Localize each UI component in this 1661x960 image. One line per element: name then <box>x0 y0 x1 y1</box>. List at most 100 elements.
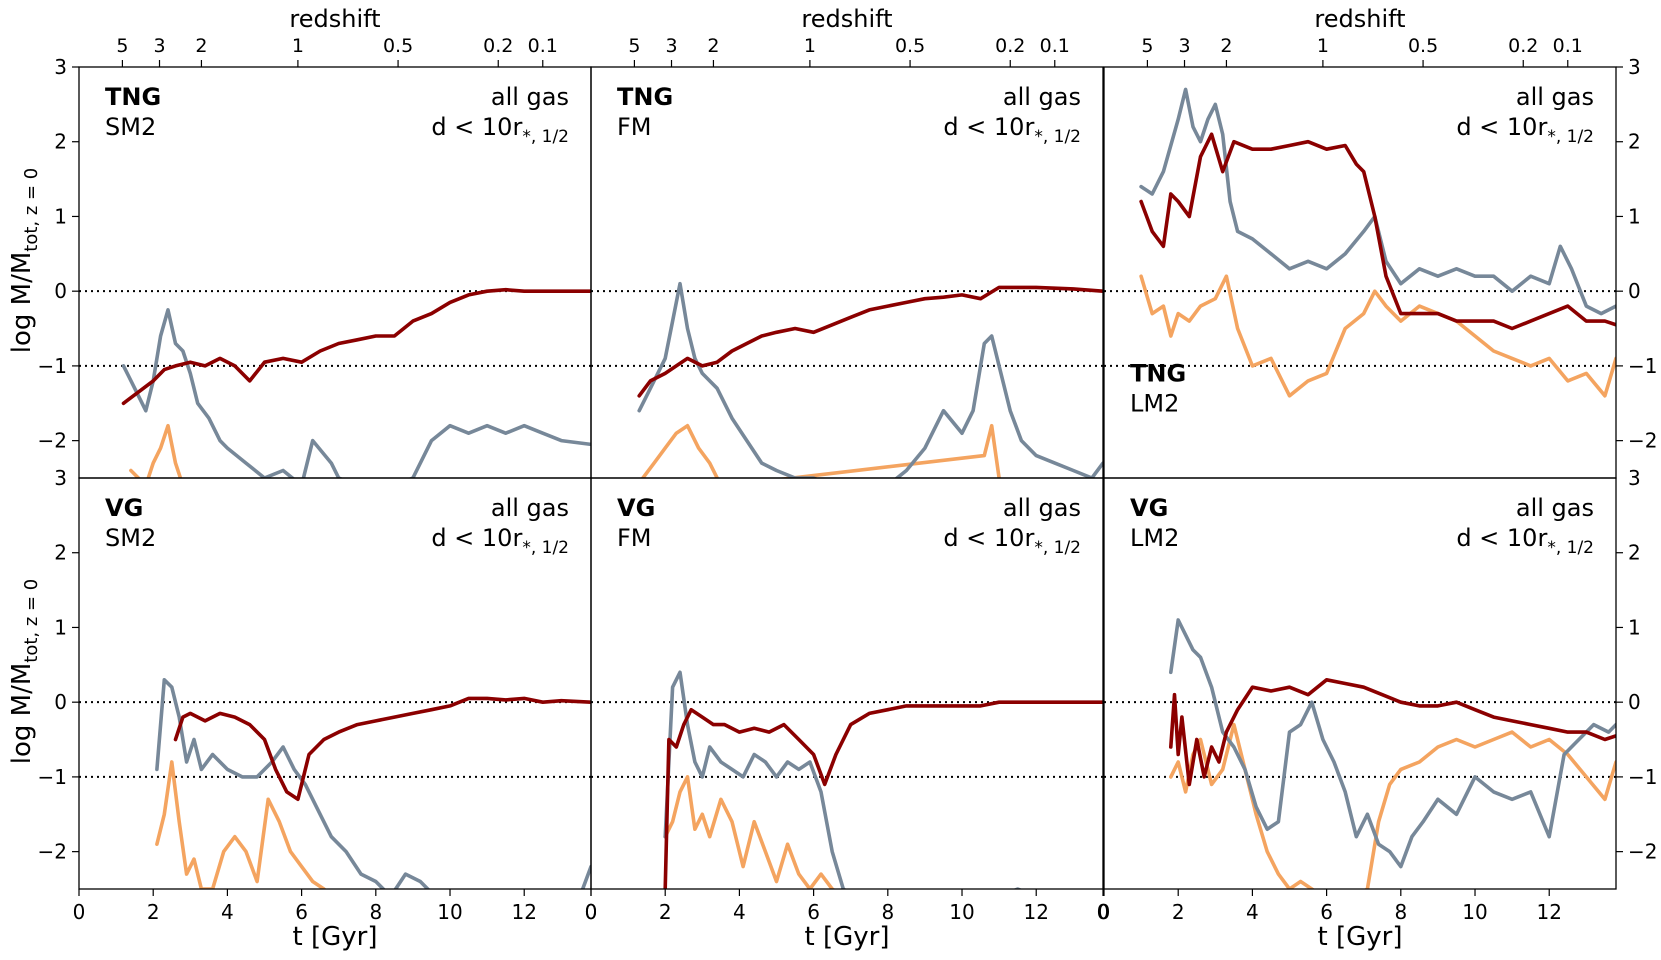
y-tick-label: 2 <box>1628 541 1641 565</box>
x-tick-label: 10 <box>949 900 974 924</box>
redshift-tick-label: 3 <box>1178 35 1190 57</box>
y-tick-label: −2 <box>1628 429 1657 453</box>
series-line-dark <box>1139 132 1616 331</box>
y-tick-label: 2 <box>1628 130 1641 154</box>
series-line-grey <box>1169 618 1616 869</box>
distance-subscript: *, 1/2 <box>522 538 569 558</box>
redshift-tick-label: 5 <box>1141 35 1153 57</box>
redshift-tick-label: 0.5 <box>895 35 925 57</box>
y-axis-label-sub: tot, z = 0 <box>21 168 42 252</box>
panel-distance-label: d < 10r*, 1/2 <box>431 524 569 558</box>
x-tick-label: 2 <box>147 900 160 924</box>
panel-frame <box>590 477 1104 890</box>
redshift-tick-label: 0.5 <box>383 35 413 57</box>
x-tick-label: 4 <box>1246 900 1259 924</box>
x-tick-label: 12 <box>1536 900 1561 924</box>
series-line-dark <box>121 287 591 406</box>
y-tick-label: −1 <box>38 765 67 789</box>
y-tick-label: 1 <box>54 615 67 639</box>
x-tick-label: 8 <box>1394 900 1407 924</box>
y-tick-label-overlap: 3 <box>1628 466 1641 490</box>
panel-sim-label: VG <box>105 494 143 522</box>
x-tick-label: 8 <box>369 900 382 924</box>
panel-sim-label: TNG <box>105 83 161 111</box>
redshift-tick-label: 2 <box>707 35 719 57</box>
redshift-tick-label: 2 <box>195 35 207 57</box>
distance-main: d < 10r <box>431 113 522 141</box>
y-tick-label: −1 <box>38 354 67 378</box>
panel-sim-label: TNG <box>1130 359 1186 387</box>
series-line-orange <box>129 423 183 478</box>
panel-sim-label: VG <box>617 494 655 522</box>
x-tick-label: 12 <box>1023 900 1048 924</box>
y-axis-label-main: log M/M <box>7 663 37 765</box>
redshift-tick-label: 5 <box>116 35 128 57</box>
x-tick-label: 4 <box>221 900 234 924</box>
panel-gas-label: all gas <box>1516 494 1594 522</box>
redshift-tick-label: 0.2 <box>483 35 513 57</box>
y-tick-label: 3 <box>54 55 67 79</box>
series-line-orange <box>1139 274 1616 398</box>
panel-galaxy-label: LM2 <box>1130 524 1179 552</box>
series-line-orange <box>663 775 836 889</box>
distance-subscript: *, 1/2 <box>1547 127 1594 147</box>
redshift-axis-label: redshift <box>289 5 380 33</box>
panel-distance-label: d < 10r*, 1/2 <box>1456 113 1594 147</box>
panel-galaxy-label: SM2 <box>105 113 156 141</box>
series-group <box>663 670 1103 889</box>
y-axis-label-main: log M/M <box>7 252 37 354</box>
x-axis-label: t [Gyr] <box>805 922 890 952</box>
series-line-grey <box>155 677 591 889</box>
y-tick-label: 1 <box>1628 615 1641 639</box>
panel-galaxy-label: SM2 <box>105 524 156 552</box>
redshift-tick-label: 0.5 <box>1408 35 1438 57</box>
y-tick-label: 2 <box>54 541 67 565</box>
panel-galaxy-label: LM2 <box>1130 389 1179 417</box>
panel-sim-label: VG <box>1130 494 1168 522</box>
y-tick-label-overlap: 3 <box>54 466 67 490</box>
y-tick-label: −2 <box>1628 840 1657 864</box>
series-group <box>121 287 591 478</box>
x-tick-label: 12 <box>511 900 536 924</box>
series-line-orange <box>1169 722 1616 889</box>
x-tick-label: 0 <box>585 900 598 924</box>
panel-galaxy-label: FM <box>617 113 652 141</box>
panel-gas-label: all gas <box>491 494 569 522</box>
series-group <box>155 677 591 889</box>
distance-main: d < 10r <box>1456 524 1547 552</box>
panel-gas-label: all gas <box>1003 494 1081 522</box>
y-tick-label: 1 <box>1628 204 1641 228</box>
y-axis-label: log M/Mtot, z = 0 <box>7 168 42 354</box>
distance-main: d < 10r <box>943 113 1034 141</box>
x-axis-label: t [Gyr] <box>1318 922 1403 952</box>
redshift-tick-label: 0.1 <box>1040 35 1070 57</box>
series-line-orange <box>641 423 1001 478</box>
series-line-dark <box>637 285 1103 398</box>
redshift-axis: 5 3 2 1 0.5 0.2 0.1 redshift 5 3 2 1 0.5 0.2 0.1 redshi… <box>116 5 1583 67</box>
panel-gas-label: all gas <box>491 83 569 111</box>
series-group <box>1139 87 1616 398</box>
y-tick-label: −1 <box>1628 765 1657 789</box>
x-tick-label: 6 <box>807 900 820 924</box>
x-tick-label: 0 <box>1097 900 1110 924</box>
series-line-dark <box>663 700 1103 889</box>
x-tick-label: 4 <box>733 900 746 924</box>
redshift-tick-label: 3 <box>665 35 677 57</box>
series-line-grey <box>121 308 591 478</box>
series-group <box>637 281 1103 478</box>
redshift-tick-label: 1 <box>1317 35 1329 57</box>
redshift-tick-label: 0.2 <box>1508 35 1538 57</box>
redshift-tick-label: 3 <box>153 35 165 57</box>
x-tick-label: 0 <box>585 900 598 924</box>
y-tick-label: 0 <box>1628 279 1641 303</box>
redshift-tick-label: 0.1 <box>1553 35 1583 57</box>
redshift-tick-label: 5 <box>628 35 640 57</box>
series-line-orange <box>155 760 327 889</box>
x-tick-label: 6 <box>295 900 308 924</box>
y-tick-label: 0 <box>1628 690 1641 714</box>
panel-gas-label: all gas <box>1003 83 1081 111</box>
